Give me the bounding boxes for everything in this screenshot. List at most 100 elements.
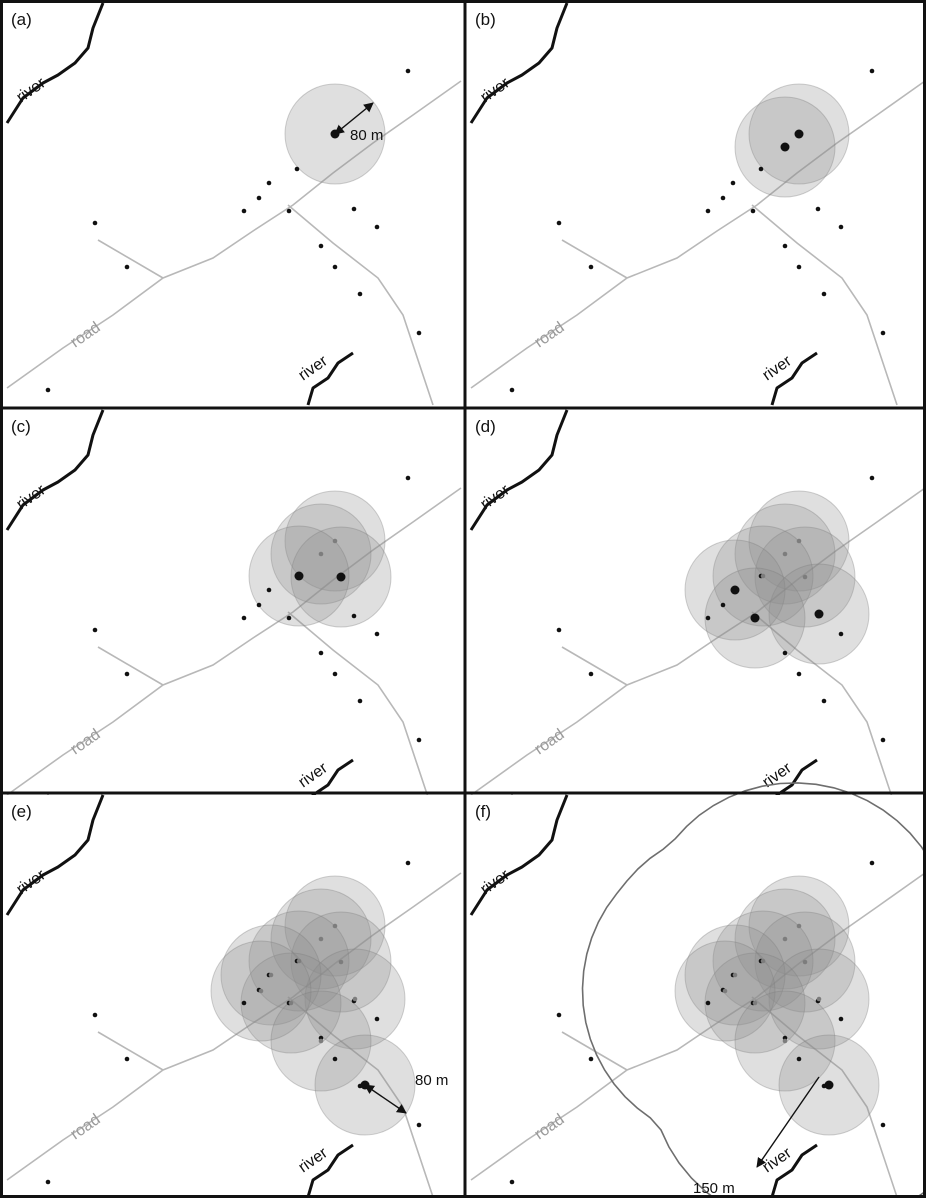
road-branch-south xyxy=(287,996,434,1198)
buffered-point xyxy=(816,996,822,1002)
point xyxy=(266,587,272,593)
point xyxy=(416,1122,422,1128)
river-northwest xyxy=(5,409,105,531)
point xyxy=(405,475,411,481)
point xyxy=(357,291,363,297)
road-branch-south xyxy=(751,996,898,1198)
distance-label: 150 m xyxy=(693,1180,735,1197)
point xyxy=(509,387,515,393)
point xyxy=(720,602,726,608)
buffered-point xyxy=(802,959,808,965)
buffered-point xyxy=(288,1000,294,1006)
new-point xyxy=(294,571,304,581)
point xyxy=(286,208,292,214)
river-northwest xyxy=(5,794,105,916)
point xyxy=(782,243,788,249)
point xyxy=(92,1012,98,1018)
point xyxy=(241,208,247,214)
point xyxy=(416,737,422,743)
road-branch-south xyxy=(287,611,434,813)
point xyxy=(124,671,130,677)
point xyxy=(869,860,875,866)
point xyxy=(556,627,562,633)
buffered-point xyxy=(732,972,738,978)
road-main xyxy=(6,80,462,389)
panel-background xyxy=(467,410,926,813)
point xyxy=(556,1012,562,1018)
point xyxy=(758,166,764,172)
point xyxy=(332,671,338,677)
buffered-point xyxy=(782,1038,788,1044)
road-branch-west xyxy=(97,239,164,279)
river-northwest xyxy=(469,409,569,531)
point xyxy=(318,650,324,656)
point xyxy=(838,224,844,230)
point xyxy=(730,180,736,186)
point xyxy=(374,224,380,230)
point xyxy=(880,330,886,336)
new-point xyxy=(730,585,740,595)
new-point xyxy=(824,1080,834,1090)
buffered-point xyxy=(760,573,766,579)
point xyxy=(416,330,422,336)
buffered-point xyxy=(722,988,728,994)
buffered-point xyxy=(782,551,788,557)
point xyxy=(256,602,262,608)
point xyxy=(45,1179,51,1185)
point xyxy=(405,68,411,74)
point xyxy=(332,1056,338,1062)
point xyxy=(588,264,594,270)
point xyxy=(821,698,827,704)
river-northwest xyxy=(469,794,569,916)
point xyxy=(318,243,324,249)
buffered-point xyxy=(332,538,338,544)
river-south xyxy=(770,351,818,406)
new-point xyxy=(794,129,804,139)
point xyxy=(332,264,338,270)
river-south xyxy=(770,1143,818,1198)
point xyxy=(869,68,875,74)
point xyxy=(705,615,711,621)
buffered-point xyxy=(318,551,324,557)
road-main xyxy=(470,80,926,389)
buffered-point xyxy=(760,958,766,964)
road-branch-south xyxy=(287,204,434,406)
distance-arrow xyxy=(756,1076,820,1168)
point xyxy=(705,1000,711,1006)
point xyxy=(796,671,802,677)
point xyxy=(256,195,262,201)
river-northwest xyxy=(5,2,105,124)
point xyxy=(815,206,821,212)
road-branch-west xyxy=(561,646,628,686)
buffered-point xyxy=(752,1000,758,1006)
buffered-point xyxy=(268,972,274,978)
distance-label: 80 m xyxy=(415,1072,448,1089)
new-point xyxy=(814,609,824,619)
buffered-point xyxy=(352,996,358,1002)
buffered-point xyxy=(258,988,264,994)
panel-background xyxy=(467,795,926,1198)
point xyxy=(796,264,802,270)
panel-label-f: (f) xyxy=(475,802,491,821)
panel-label-e: (e) xyxy=(11,802,32,821)
point xyxy=(124,264,130,270)
point xyxy=(782,650,788,656)
point xyxy=(351,206,357,212)
point xyxy=(357,698,363,704)
point xyxy=(124,1056,130,1062)
buffered-point xyxy=(296,958,302,964)
point xyxy=(241,615,247,621)
buffered-point xyxy=(332,923,338,929)
river-northwest xyxy=(469,2,569,124)
panel-background xyxy=(467,3,926,406)
point xyxy=(838,1016,844,1022)
river-south xyxy=(306,351,354,406)
panel-label-a: (a) xyxy=(11,10,32,29)
new-point xyxy=(780,142,790,152)
point xyxy=(405,860,411,866)
